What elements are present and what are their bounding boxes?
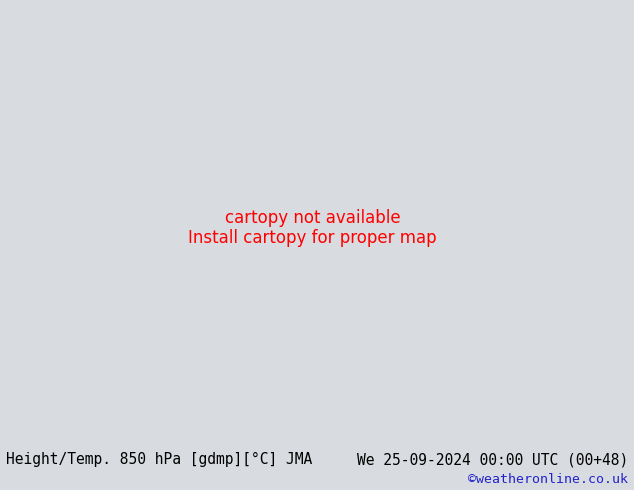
Text: We 25-09-2024 00:00 UTC (00+48): We 25-09-2024 00:00 UTC (00+48) bbox=[357, 452, 628, 467]
Text: ©weatheronline.co.uk: ©weatheronline.co.uk bbox=[468, 473, 628, 487]
Text: cartopy not available
Install cartopy for proper map: cartopy not available Install cartopy fo… bbox=[188, 209, 437, 247]
Text: Height/Temp. 850 hPa [gdmp][°C] JMA: Height/Temp. 850 hPa [gdmp][°C] JMA bbox=[6, 452, 313, 467]
